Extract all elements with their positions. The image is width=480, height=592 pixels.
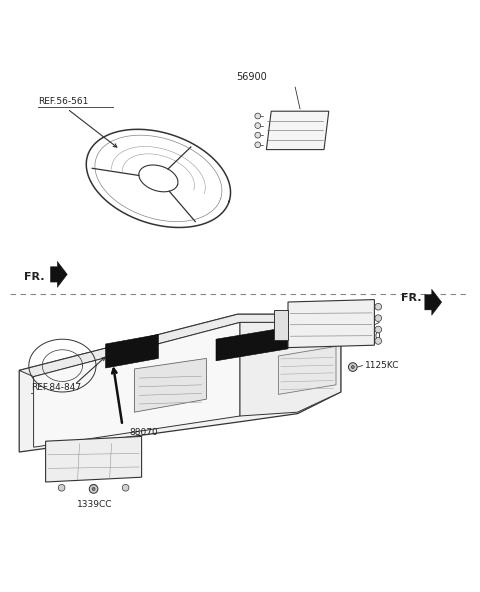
Polygon shape xyxy=(240,323,341,416)
Circle shape xyxy=(351,366,354,368)
Circle shape xyxy=(58,484,65,491)
Circle shape xyxy=(375,303,382,310)
Circle shape xyxy=(255,123,261,128)
Text: REF.84-847: REF.84-847 xyxy=(31,382,81,392)
Polygon shape xyxy=(425,289,442,316)
Text: REF.56-561: REF.56-561 xyxy=(38,97,89,106)
Polygon shape xyxy=(274,310,288,340)
Polygon shape xyxy=(46,436,142,482)
Circle shape xyxy=(122,484,129,491)
Circle shape xyxy=(375,326,382,333)
Text: 1125KC: 1125KC xyxy=(365,361,399,370)
Text: FR.: FR. xyxy=(24,272,45,282)
Text: 84530: 84530 xyxy=(353,332,382,342)
Text: 88070: 88070 xyxy=(130,428,158,437)
Circle shape xyxy=(375,315,382,321)
Polygon shape xyxy=(288,300,374,348)
Text: FR.: FR. xyxy=(401,294,421,303)
Circle shape xyxy=(90,484,97,491)
Polygon shape xyxy=(216,327,288,361)
Circle shape xyxy=(92,488,95,490)
Polygon shape xyxy=(106,334,158,368)
Circle shape xyxy=(375,337,382,345)
Circle shape xyxy=(89,485,98,493)
Circle shape xyxy=(348,363,357,371)
Polygon shape xyxy=(34,323,240,447)
Polygon shape xyxy=(19,314,341,377)
Text: 1339CC: 1339CC xyxy=(77,500,112,509)
Polygon shape xyxy=(266,111,329,150)
Circle shape xyxy=(255,142,261,147)
Text: 56900: 56900 xyxy=(237,72,267,82)
Polygon shape xyxy=(19,314,341,452)
Polygon shape xyxy=(134,358,206,412)
Polygon shape xyxy=(278,346,336,394)
Circle shape xyxy=(255,113,261,119)
Polygon shape xyxy=(50,261,67,288)
Circle shape xyxy=(255,133,261,138)
